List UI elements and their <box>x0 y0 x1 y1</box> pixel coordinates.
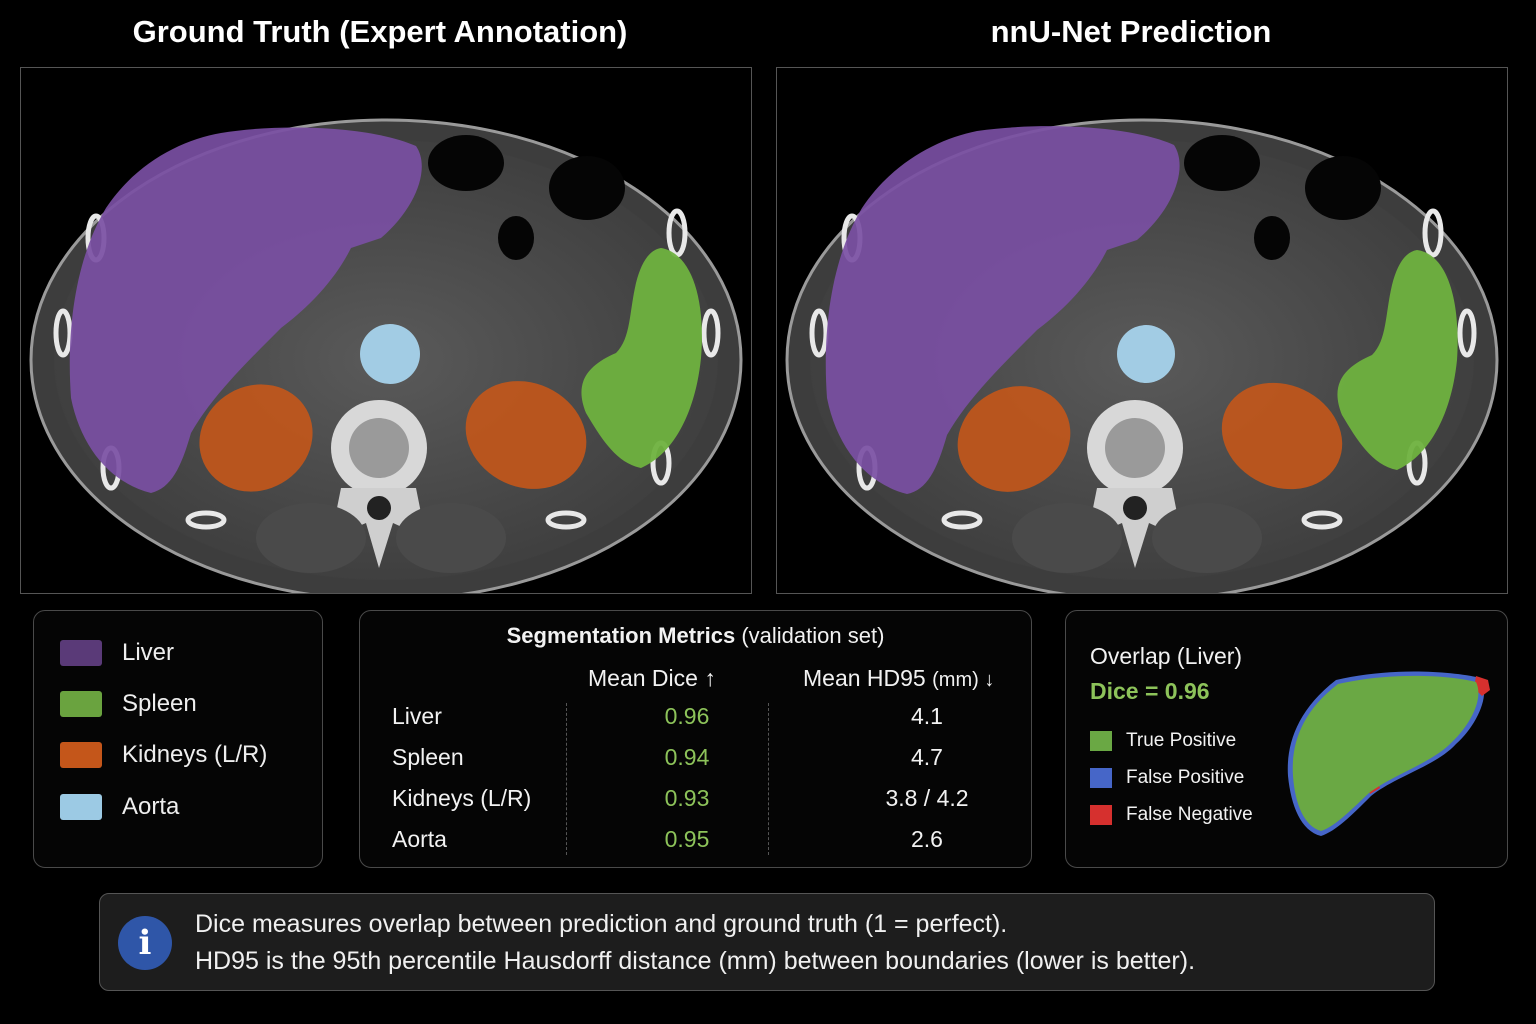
organ-name: Spleen <box>392 744 464 770</box>
segmentation-metrics-table: Segmentation Metrics (validation set) Me… <box>359 610 1032 868</box>
table-row: Spleen 0.94 4.7 <box>392 744 1032 780</box>
kidney-right-overlay <box>465 381 587 489</box>
organ-name: Kidneys (L/R) <box>392 785 532 811</box>
info-text-dice: Dice measures overlap between prediction… <box>195 910 1008 938</box>
kidney-left-overlay <box>199 384 313 492</box>
aorta-swatch <box>60 794 102 820</box>
false-positive-swatch <box>1090 768 1112 788</box>
metrics-title-qualifier: (validation set) <box>741 623 885 648</box>
spleen-swatch <box>60 691 102 717</box>
hd95-value: 3.8 / 4.2 <box>885 785 969 811</box>
organ-legend: Liver Spleen Kidneys (L/R) Aorta <box>33 610 323 868</box>
dice-value: 0.96 <box>664 703 710 729</box>
overlap-legend-label: False Negative <box>1126 804 1253 825</box>
overlap-legend-label: True Positive <box>1126 730 1237 751</box>
legend-item-aorta: Aorta <box>60 793 179 821</box>
col-header-dice: Mean Dice ↑ <box>588 665 716 691</box>
prediction-title: nnU-Net Prediction <box>990 14 1272 49</box>
ground-truth-ct-image <box>20 67 752 594</box>
legend-item-kidneys: Kidneys (L/R) <box>60 741 267 769</box>
liver-overlap-map <box>1287 671 1490 836</box>
legend-label: Liver <box>122 639 175 666</box>
overlap-legend-label: False Positive <box>1126 767 1245 788</box>
metrics-title-main: Segmentation Metrics <box>506 623 736 648</box>
organ-name: Aorta <box>392 826 447 852</box>
legend-item-liver: Liver <box>60 639 174 667</box>
true-positive-region <box>1292 675 1479 831</box>
aorta-overlay <box>1117 325 1175 383</box>
dice-value: 0.93 <box>664 785 710 811</box>
ground-truth-title: Ground Truth (Expert Annotation) <box>132 14 628 49</box>
info-text-hd95: HD95 is the 95th percentile Hausdorff di… <box>195 947 1196 975</box>
overlap-legend-true-positive: True Positive <box>1090 730 1236 752</box>
column-divider <box>566 703 567 855</box>
kidneys-swatch <box>60 742 102 768</box>
info-icon: i <box>118 916 172 970</box>
true-positive-swatch <box>1090 731 1112 751</box>
kidney-right-overlay <box>1221 382 1343 490</box>
dice-value: 0.94 <box>664 744 710 770</box>
spleen-overlay <box>1337 250 1458 470</box>
hd95-value: 2.6 <box>911 826 943 852</box>
hd95-value: 4.7 <box>911 744 943 770</box>
table-row: Aorta 0.95 2.6 <box>392 826 1032 862</box>
aorta-overlay <box>360 324 420 384</box>
liver-overlay <box>69 127 422 494</box>
hd95-value: 4.1 <box>911 703 943 729</box>
metrics-title: Segmentation Metrics (validation set) <box>360 623 1031 649</box>
col-header-hd95: Mean HD95 (mm) ↓ <box>803 665 994 692</box>
table-row: Liver 0.96 4.1 <box>392 703 1032 739</box>
liver-swatch <box>60 640 102 666</box>
liver-overlay <box>825 126 1180 494</box>
col-header-hd95-unit: (mm) ↓ <box>932 669 995 691</box>
overlap-title: Overlap (Liver) <box>1090 643 1243 669</box>
column-divider <box>768 703 769 855</box>
spleen-overlay <box>581 248 702 468</box>
legend-label: Aorta <box>122 793 180 820</box>
overlap-dice: Dice = 0.96 <box>1090 678 1210 704</box>
liver-overlap-panel: Overlap (Liver) Dice = 0.96 True Positiv… <box>1065 610 1508 868</box>
overlap-legend-false-negative: False Negative <box>1090 804 1253 826</box>
overlap-legend-false-positive: False Positive <box>1090 767 1244 789</box>
organ-name: Liver <box>392 703 442 729</box>
legend-label: Kidneys (L/R) <box>122 741 268 768</box>
legend-label: Spleen <box>122 690 197 717</box>
dice-value: 0.95 <box>664 826 710 852</box>
false-negative-swatch <box>1090 805 1112 825</box>
prediction-ct-image <box>776 67 1508 594</box>
kidney-left-overlay <box>957 386 1071 492</box>
legend-item-spleen: Spleen <box>60 690 197 718</box>
table-row: Kidneys (L/R) 0.93 3.8 / 4.2 <box>392 785 1032 821</box>
info-note: i Dice measures overlap between predicti… <box>99 893 1435 991</box>
col-header-hd95-label: Mean HD95 <box>803 665 926 691</box>
